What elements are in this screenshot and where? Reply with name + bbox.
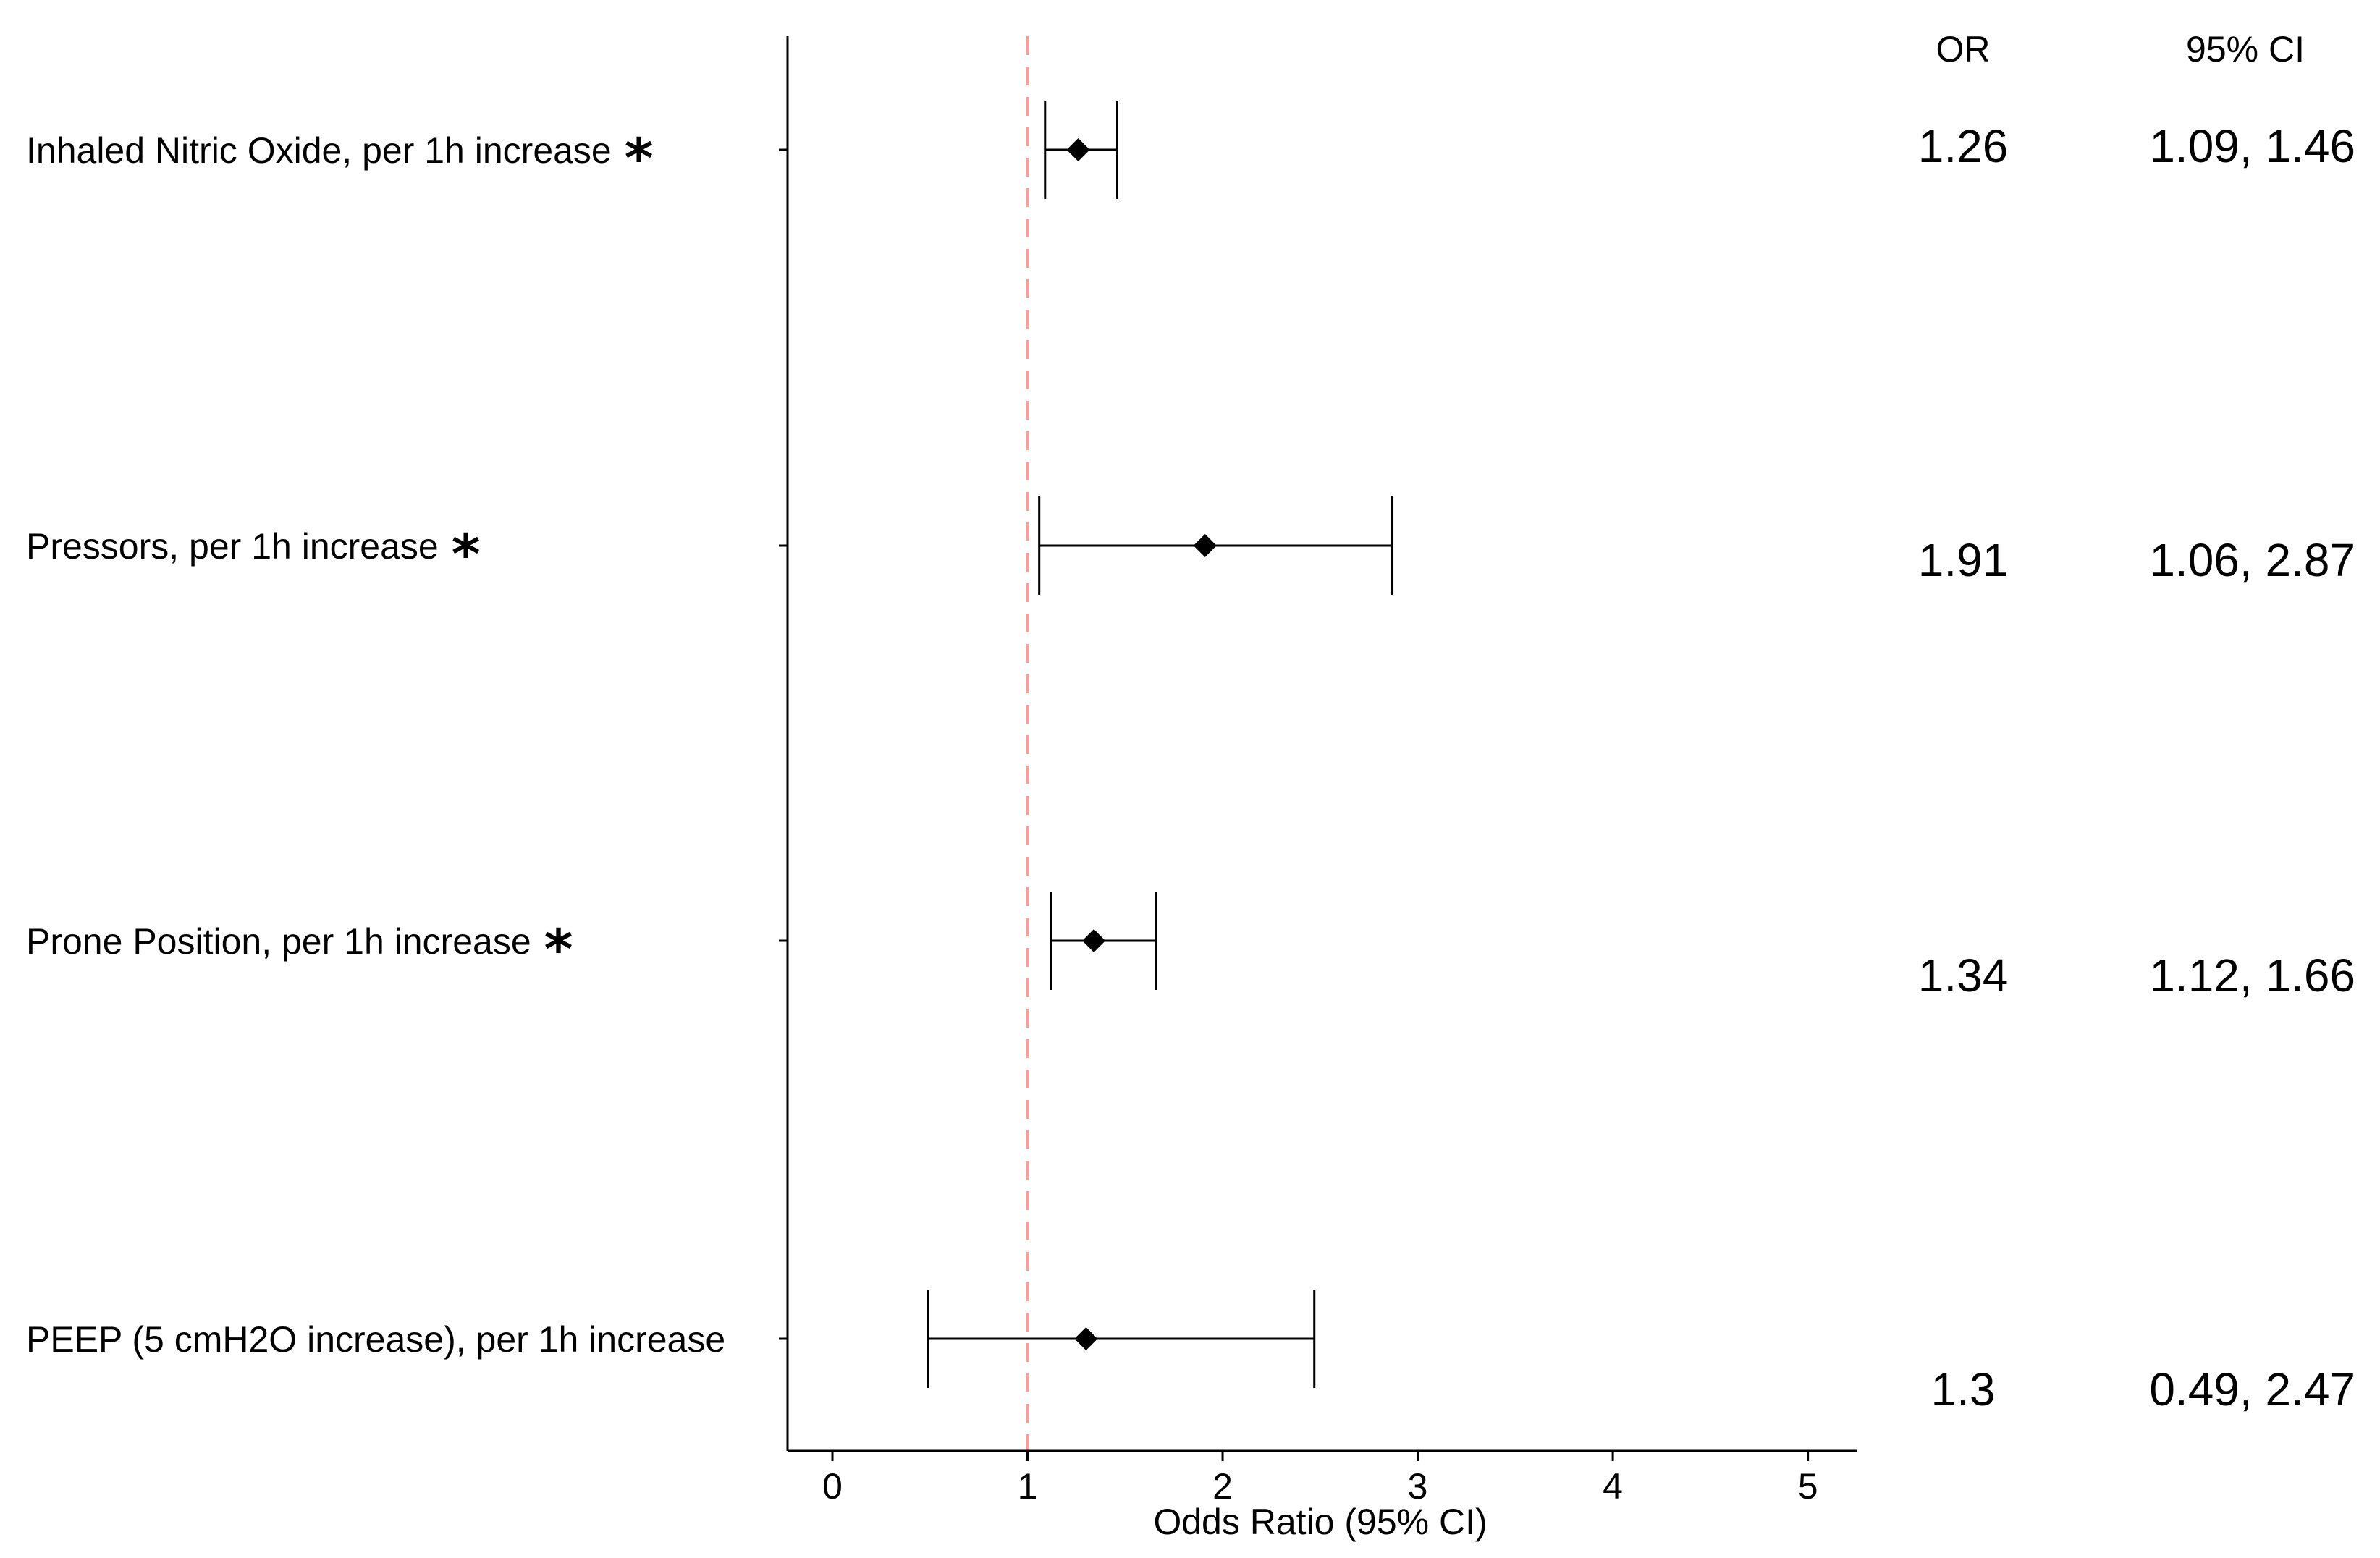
- or-value-2: 1.34: [1918, 949, 2009, 1002]
- significance-star-2: *: [544, 917, 573, 981]
- ci-value-1: 1.06, 2.87: [2149, 534, 2355, 586]
- ci-value-3: 0.49, 2.47: [2149, 1363, 2355, 1415]
- ci-value-2: 1.12, 1.66: [2149, 949, 2355, 1002]
- or-column-header: OR: [1936, 29, 1991, 69]
- forest-row-0: Inhaled Nitric Oxide, per 1h increase * 1.…: [26, 101, 2355, 199]
- x-tick-label-3: 3: [1408, 1466, 1428, 1507]
- x-tick-label-0: 0: [822, 1466, 843, 1507]
- or-value-1: 1.91: [1918, 534, 2009, 586]
- axis-layer: 0 1 2 3 4 5: [786, 36, 1857, 1507]
- or-value-0: 1.26: [1918, 120, 2009, 172]
- significance-star-1: *: [452, 522, 481, 586]
- row-label-2: Prone Position, per 1h increase: [26, 921, 531, 962]
- ci-value-0: 1.09, 1.46: [2149, 120, 2355, 172]
- ci-column-header: 95% CI: [2186, 29, 2305, 69]
- row-label-0: Inhaled Nitric Oxide, per 1h increase: [26, 130, 612, 171]
- or-point-1: [1193, 534, 1217, 557]
- x-axis-title: Odds Ratio (95% CI): [1153, 1502, 1487, 1542]
- x-tick-label-5: 5: [1798, 1466, 1818, 1507]
- or-value-3: 1.3: [1931, 1363, 1996, 1415]
- row-label-3: PEEP (5 cmH2O increase), per 1h increase: [26, 1319, 725, 1360]
- rows-layer: Inhaled Nitric Oxide, per 1h increase * 1.…: [26, 101, 2355, 1415]
- x-tick-label-1: 1: [1018, 1466, 1038, 1507]
- forest-row-3: PEEP (5 cmH2O increase), per 1h increase…: [26, 1290, 2355, 1415]
- or-point-2: [1082, 929, 1106, 952]
- x-tick-label-2: 2: [1212, 1466, 1233, 1507]
- or-point-0: [1066, 138, 1090, 161]
- row-label-1: Pressors, per 1h increase: [26, 526, 439, 567]
- x-tick-label-4: 4: [1603, 1466, 1623, 1507]
- significance-star-0: *: [625, 126, 654, 190]
- or-point-3: [1074, 1327, 1098, 1350]
- forest-row-2: Prone Position, per 1h increase * 1.34 1.12…: [26, 892, 2355, 1002]
- forest-row-1: Pressors, per 1h increase * 1.91 1.06, 2.87: [26, 496, 2355, 595]
